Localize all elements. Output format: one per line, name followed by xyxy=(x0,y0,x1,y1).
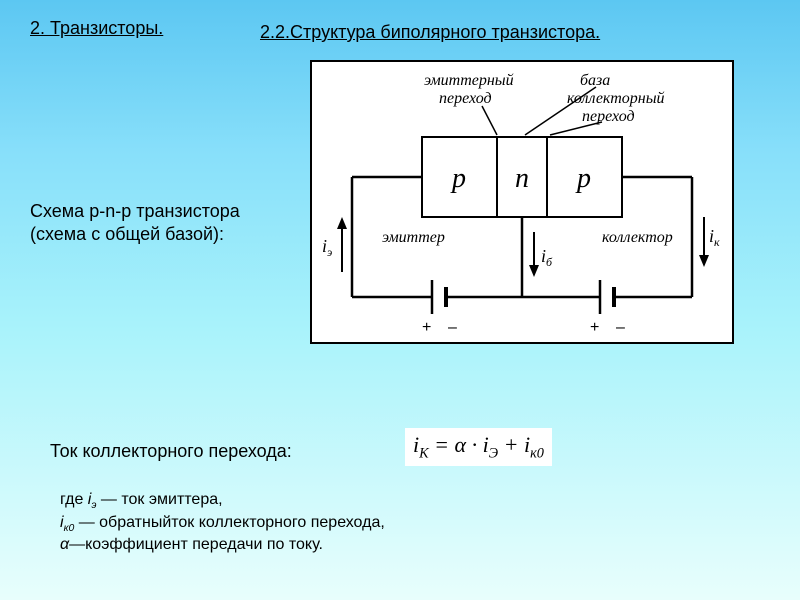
i-b-label: iб xyxy=(541,246,553,269)
f-iK-sub: K xyxy=(419,445,429,461)
collector-junction-label: база коллекторный переход xyxy=(567,72,669,125)
heading-right: 2.2.Структура биполярного транзистора. xyxy=(260,22,600,43)
f-eq: = xyxy=(434,432,454,457)
diagram-svg: p n p эмиттерный переход база коллекторн… xyxy=(312,62,732,342)
minus-1: – xyxy=(448,319,457,336)
emitter-label: эмиттер xyxy=(382,229,445,246)
legend-l1c: — ток эмиттера, xyxy=(96,491,222,508)
minus-2: – xyxy=(616,319,625,336)
formula: iK = α · iЭ + iк0 xyxy=(405,428,552,466)
p-right-label: p xyxy=(575,163,591,194)
i-e-label: iэ xyxy=(322,236,332,259)
transistor-diagram: p n p эмиттерный переход база коллекторн… xyxy=(310,60,734,344)
legend-l1a: где xyxy=(60,491,88,508)
legend-l3a: α xyxy=(60,536,69,553)
emitter-junction-label: эмиттерный переход xyxy=(424,72,518,107)
p-left-label: p xyxy=(450,163,466,194)
legend-l3b: —коэффициент передачи по току. xyxy=(69,536,323,553)
n-center-label: n xyxy=(515,163,529,194)
i-k-label: iк xyxy=(709,226,720,249)
caption-line2: (схема с общей базой): xyxy=(30,224,224,244)
f-dot1: · xyxy=(472,432,483,457)
caption-line1: Схема p-n-p транзистора xyxy=(30,201,240,221)
legend: где iэ — ток эмиттера, iк0 — обратныйток… xyxy=(60,490,385,556)
heading-left: 2. Транзисторы. xyxy=(30,18,163,39)
legend-l2a-sub: к0 xyxy=(64,523,75,534)
f-ik0-sub: к0 xyxy=(530,445,544,461)
formula-label: Ток коллекторного перехода: xyxy=(50,440,292,463)
plus-2: + xyxy=(590,319,599,336)
plus-1: + xyxy=(422,319,431,336)
legend-l2b: — обратныйток коллекторного перехода, xyxy=(74,514,385,531)
f-plus: + xyxy=(504,432,524,457)
caption: Схема p-n-p транзистора (схема с общей б… xyxy=(30,200,240,247)
f-ie-sub: Э xyxy=(489,445,498,461)
f-alpha: α xyxy=(455,432,467,457)
collector-label: коллектор xyxy=(602,229,673,246)
